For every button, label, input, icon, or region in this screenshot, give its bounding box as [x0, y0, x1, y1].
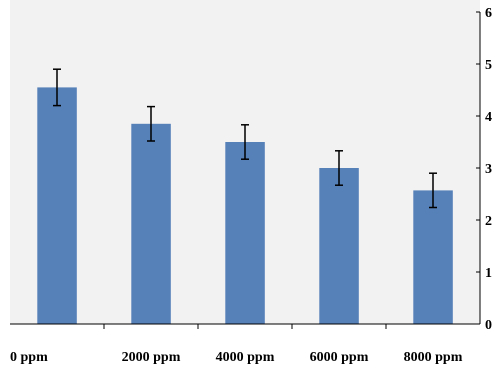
y-tick-label: 0: [485, 318, 492, 333]
bar: [413, 190, 453, 324]
bars-layer: [37, 87, 453, 325]
x-tick-label: 8000 ppm: [404, 350, 463, 365]
y-axis-ticks: [476, 11, 480, 325]
bar: [319, 168, 359, 324]
y-tick-label: 2: [485, 214, 492, 229]
x-axis-labels: 0 ppm 2000 ppm 4000 ppm 6000 ppm 8000 ppm: [10, 350, 463, 365]
x-tick-label: 4000 ppm: [216, 350, 275, 365]
y-tick-label: 1: [485, 266, 492, 281]
error-bars-layer: [53, 68, 437, 209]
x-tick-label: 0 ppm: [10, 350, 48, 365]
y-axis-labels: 0 1 2 3 4 5 6: [485, 6, 492, 333]
y-tick-label: 4: [485, 110, 492, 125]
x-tick-label: 6000 ppm: [310, 350, 369, 365]
bar: [37, 87, 77, 325]
bar: [225, 142, 265, 324]
x-tick-label: 2000 ppm: [122, 350, 181, 365]
y-tick-label: 3: [485, 162, 492, 177]
x-axis-ticks: [103, 324, 387, 329]
bar: [131, 123, 171, 324]
y-tick-label: 6: [485, 6, 492, 21]
y-tick-label: 5: [485, 58, 492, 73]
